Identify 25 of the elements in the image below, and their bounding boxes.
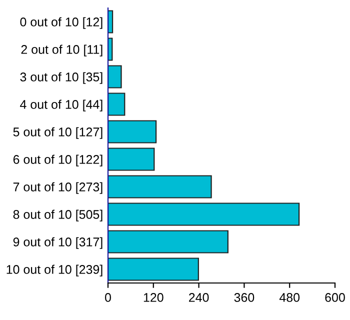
y-tick-label: 7 out of 10 [273] [13, 182, 102, 194]
y-tick-label: 6 out of 10 [122] [13, 154, 102, 166]
y-tick-label: 10 out of 10 [239] [6, 264, 102, 276]
bar [108, 65, 122, 88]
x-tick-label: 600 [325, 293, 345, 302]
x-tick-label: 240 [189, 293, 209, 302]
y-tick-label: 9 out of 10 [317] [13, 237, 102, 249]
bar [108, 230, 228, 254]
y-tick-label: 5 out of 10 [127] [13, 127, 102, 139]
y-tick-label: 0 out of 10 [12] [20, 17, 102, 29]
x-tick-label: 0 [105, 293, 111, 302]
x-tick-label: 360 [234, 293, 254, 302]
y-tick-label: 8 out of 10 [505] [13, 210, 102, 222]
bar [108, 258, 199, 281]
x-tick-label: 480 [279, 293, 300, 302]
y-tick-label: 4 out of 10 [44] [20, 100, 102, 112]
y-tick-label: 2 out of 10 [11] [21, 44, 102, 56]
x-tick-label: 120 [144, 293, 164, 302]
y-tick-label: 3 out of 10 [35] [20, 72, 102, 84]
bar [108, 10, 114, 34]
bar [108, 120, 157, 144]
bar [108, 175, 212, 198]
bar [108, 202, 300, 226]
bar [108, 92, 126, 116]
bar [108, 148, 155, 171]
